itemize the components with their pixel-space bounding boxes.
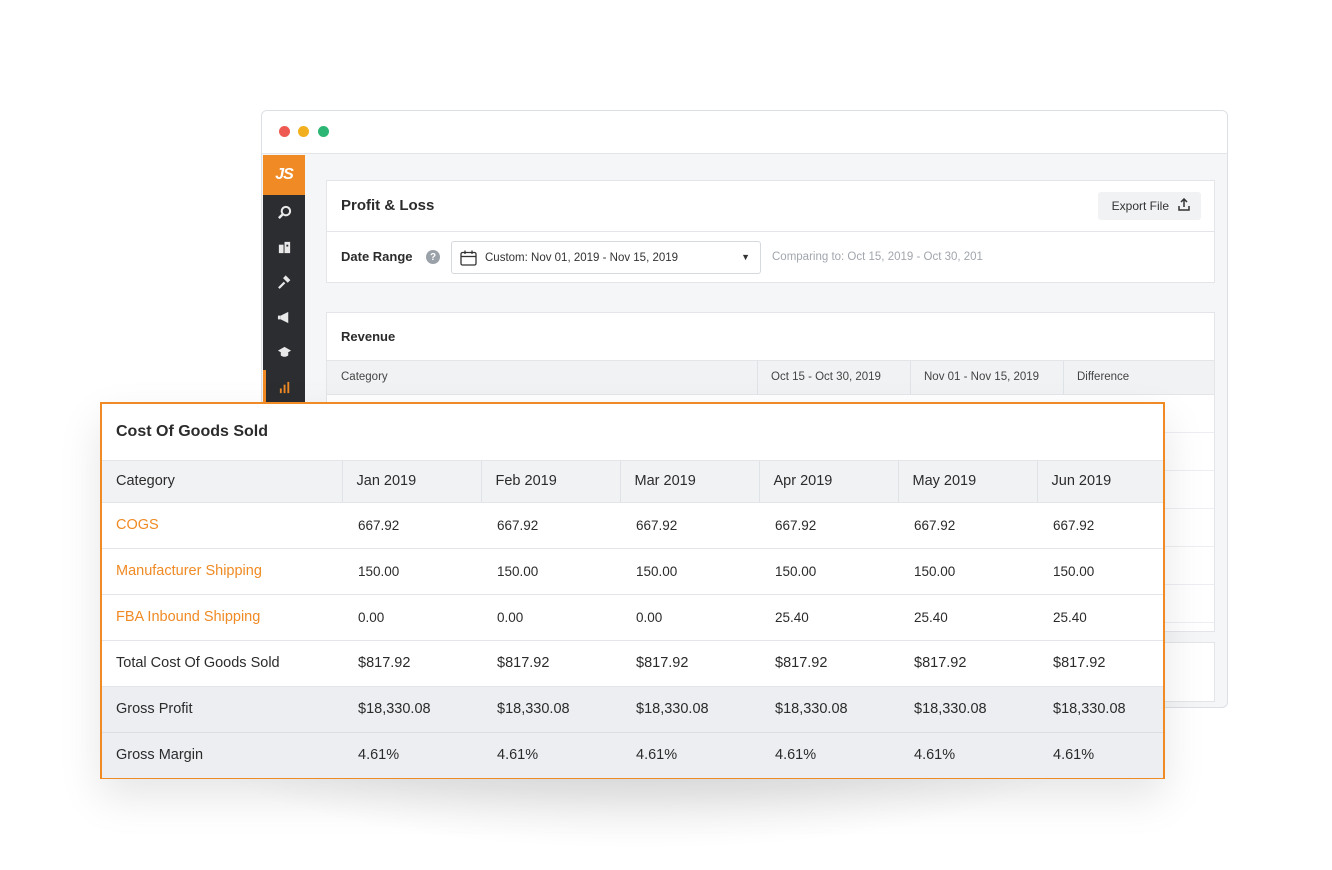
row-label: Total Cost Of Goods Sold (102, 640, 342, 687)
cell-value: 4.61% (342, 732, 481, 778)
cell-value: $18,330.08 (1037, 686, 1163, 733)
cell-value: 25.40 (898, 594, 1037, 641)
hammer-icon[interactable] (263, 265, 305, 300)
upload-icon (1177, 197, 1191, 215)
cell-value: 150.00 (1037, 548, 1163, 595)
revenue-col-difference: Difference (1077, 371, 1130, 383)
cell-value: 667.92 (759, 502, 898, 549)
cell-value: 25.40 (759, 594, 898, 641)
date-range-value: Custom: Nov 01, 2019 - Nov 15, 2019 (485, 251, 679, 264)
app-logo[interactable]: JS (263, 155, 305, 195)
help-icon[interactable]: ? (426, 250, 440, 264)
cogs-col-month: Mar 2019 (620, 461, 760, 503)
cell-value: $817.92 (342, 640, 481, 687)
cogs-col-month: Jun 2019 (1037, 461, 1163, 503)
graduation-icon[interactable] (263, 335, 305, 370)
profit-loss-panel: Profit & Loss Export File Date Range ? C… (326, 180, 1215, 283)
row-label: Gross Margin (102, 732, 342, 778)
gross-profit-row: Gross Profit $18,330.08 $18,330.08 $18,3… (102, 686, 1163, 733)
cogs-title: Cost Of Goods Sold (102, 404, 1163, 461)
cell-value: $18,330.08 (481, 686, 620, 733)
revenue-title: Revenue (327, 313, 1214, 361)
cell-value: 0.00 (620, 594, 759, 641)
search-icon[interactable] (263, 195, 305, 230)
cell-value: 4.61% (898, 732, 1037, 778)
cogs-table: Category Jan 2019 Feb 2019 Mar 2019 Apr … (102, 461, 1163, 778)
profit-loss-header: Profit & Loss Export File (327, 181, 1214, 232)
date-range-row: Date Range ? Custom: Nov 01, 2019 - Nov … (327, 232, 1214, 283)
column-divider (910, 361, 911, 395)
cogs-col-month: Feb 2019 (481, 461, 621, 503)
cell-value: 150.00 (759, 548, 898, 595)
cell-value: 150.00 (342, 548, 481, 595)
column-divider (1063, 361, 1064, 395)
cogs-card: Cost Of Goods Sold Category Jan 2019 Feb… (100, 402, 1165, 779)
table-row: Manufacturer Shipping 150.00 150.00 150.… (102, 548, 1163, 595)
column-divider (757, 361, 758, 395)
cell-value: 4.61% (1037, 732, 1163, 778)
cell-value: $817.92 (481, 640, 620, 687)
cogs-col-month: May 2019 (898, 461, 1038, 503)
export-file-button[interactable]: Export File (1097, 192, 1201, 220)
gross-margin-row: Gross Margin 4.61% 4.61% 4.61% 4.61% 4.6… (102, 732, 1163, 778)
cell-value: 0.00 (481, 594, 620, 641)
cell-value: 667.92 (620, 502, 759, 549)
cell-value: $18,330.08 (898, 686, 1037, 733)
revenue-col-category: Category (341, 371, 388, 383)
cell-value: 4.61% (481, 732, 620, 778)
page-title: Profit & Loss (341, 197, 435, 214)
building-icon[interactable] (263, 230, 305, 265)
cell-value: 667.92 (898, 502, 1037, 549)
cell-value: 667.92 (481, 502, 620, 549)
cell-value: $18,330.08 (759, 686, 898, 733)
cell-value: 4.61% (620, 732, 759, 778)
cogs-col-month: Apr 2019 (759, 461, 899, 503)
cell-value: $18,330.08 (620, 686, 759, 733)
manufacturer-shipping-link[interactable]: Manufacturer Shipping (102, 548, 342, 595)
cell-value: 667.92 (342, 502, 481, 549)
cell-value: 150.00 (481, 548, 620, 595)
cell-value: 0.00 (342, 594, 481, 641)
cell-value: 150.00 (898, 548, 1037, 595)
cogs-link[interactable]: COGS (102, 502, 342, 549)
table-row: FBA Inbound Shipping 0.00 0.00 0.00 25.4… (102, 594, 1163, 641)
fba-inbound-shipping-link[interactable]: FBA Inbound Shipping (102, 594, 342, 641)
cogs-header-row: Category Jan 2019 Feb 2019 Mar 2019 Apr … (102, 461, 1163, 503)
row-label: Gross Profit (102, 686, 342, 733)
table-row: COGS 667.92 667.92 667.92 667.92 667.92 … (102, 502, 1163, 549)
total-row: Total Cost Of Goods Sold $817.92 $817.92… (102, 640, 1163, 687)
caret-down-icon: ▼ (741, 252, 750, 262)
minimize-window-dot[interactable] (298, 126, 309, 137)
calendar-icon (460, 250, 477, 266)
cell-value: 25.40 (1037, 594, 1163, 641)
close-window-dot[interactable] (279, 126, 290, 137)
date-range-select[interactable]: Custom: Nov 01, 2019 - Nov 15, 2019 ▼ (451, 241, 761, 274)
megaphone-icon[interactable] (263, 300, 305, 335)
revenue-col-current: Nov 01 - Nov 15, 2019 (924, 371, 1040, 383)
chart-icon[interactable] (263, 370, 305, 405)
maximize-window-dot[interactable] (318, 126, 329, 137)
cell-value: $817.92 (1037, 640, 1163, 687)
export-file-label: Export File (1111, 199, 1169, 213)
cell-value: $817.92 (620, 640, 759, 687)
cell-value: 667.92 (1037, 502, 1163, 549)
window-titlebar (262, 111, 1227, 154)
revenue-col-prev: Oct 15 - Oct 30, 2019 (771, 371, 881, 383)
cell-value: 150.00 (620, 548, 759, 595)
cell-value: $18,330.08 (342, 686, 481, 733)
date-range-label: Date Range (341, 249, 413, 264)
cell-value: 4.61% (759, 732, 898, 778)
cogs-col-month: Jan 2019 (342, 461, 482, 503)
revenue-table-header: Category Oct 15 - Oct 30, 2019 Nov 01 - … (327, 361, 1214, 395)
comparing-text: Comparing to: Oct 15, 2019 - Oct 30, 201 (772, 251, 983, 263)
cell-value: $817.92 (898, 640, 1037, 687)
cogs-col-category: Category (102, 461, 343, 503)
cell-value: $817.92 (759, 640, 898, 687)
